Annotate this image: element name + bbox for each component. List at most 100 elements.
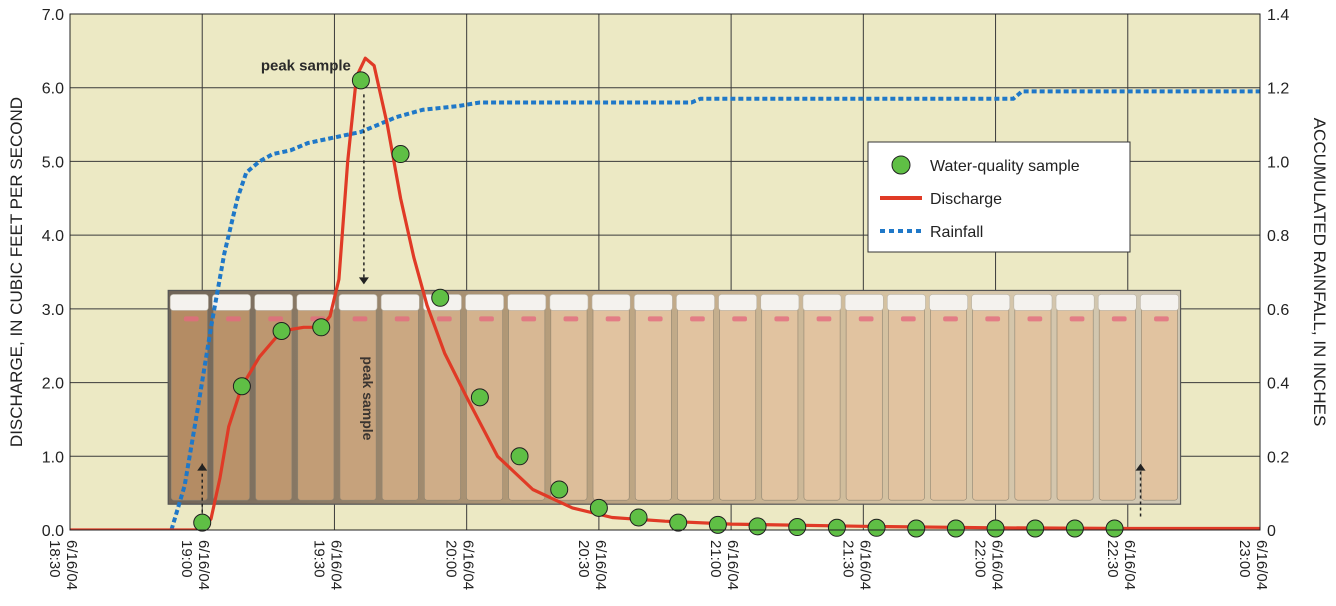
plot-frame <box>69 13 1261 531</box>
left-tick-label: 7.0 <box>42 7 64 24</box>
vial-label-mark <box>943 316 958 322</box>
right-tick-label: 0 <box>1267 523 1276 540</box>
vial-label-mark <box>605 316 621 322</box>
x-tick-time: 18:30 <box>46 540 63 578</box>
x-tick-date: 6/16/04 <box>989 540 1006 590</box>
left-tick-label: 1.0 <box>42 449 64 466</box>
vial-cap <box>760 294 800 311</box>
sample-marker <box>986 519 1005 538</box>
vial-cap <box>254 294 294 311</box>
right-tick-label: 0.4 <box>1267 376 1289 393</box>
vial-label-mark <box>1111 316 1127 322</box>
vial-cap <box>971 294 1011 311</box>
rainfall-line <box>169 89 1260 530</box>
vial-label-mark <box>858 316 874 322</box>
vial-cap <box>465 294 504 311</box>
sample-vial <box>381 304 419 501</box>
sample-vial <box>719 304 757 501</box>
sample-marker <box>232 377 251 396</box>
vial-cap <box>338 294 378 311</box>
left-tick-label: 3.0 <box>42 302 64 319</box>
x-tick-time: 19:30 <box>310 540 327 578</box>
legend-label-sample: Water-quality sample <box>930 158 1080 175</box>
sample-vial <box>803 304 841 501</box>
rainfall-layer <box>169 89 1260 530</box>
x-tick-time: 19:00 <box>178 540 195 578</box>
sample-vial <box>170 304 208 501</box>
legend: Water-quality sample Discharge Rainfall <box>867 141 1131 253</box>
sample-marker <box>431 288 450 307</box>
photo-peak-sample-label: peak sample <box>360 356 376 440</box>
left-tick-label: 5.0 <box>42 154 64 171</box>
sample-marker <box>708 515 727 534</box>
left-tick-label: 0.0 <box>42 523 64 540</box>
arrow-head <box>1135 463 1146 471</box>
sample-marker <box>470 388 489 407</box>
vial-label-mark <box>352 316 368 322</box>
sample-vial <box>972 304 1010 501</box>
sample-vial <box>845 304 883 501</box>
right-tick-label: 1.0 <box>1267 154 1289 171</box>
vial-label-mark <box>816 316 832 322</box>
vial-label-mark <box>1027 316 1043 322</box>
sample-vial <box>887 304 925 501</box>
legend-sample-marker <box>891 155 911 175</box>
vial-cap <box>169 294 209 311</box>
x-tick-date: 6/16/04 <box>856 540 873 590</box>
left-tick-label: 4.0 <box>42 228 64 245</box>
sample-marker <box>550 480 569 499</box>
vial-label-mark <box>1069 316 1085 322</box>
sample-vial <box>424 304 461 501</box>
vial-cap <box>718 294 758 311</box>
sample-vial <box>592 304 630 501</box>
vial-cap <box>1055 294 1095 311</box>
sample-marker <box>946 519 965 538</box>
vial-cap <box>549 294 589 311</box>
x-tick-time: 20:30 <box>575 540 592 578</box>
vial-label-mark <box>521 316 537 322</box>
sample-marker <box>510 447 529 466</box>
sample-marker <box>907 519 926 538</box>
vial-label-mark <box>732 316 747 322</box>
sample-marker <box>272 321 291 340</box>
sample-vial <box>761 304 799 501</box>
sample-marker <box>589 498 608 517</box>
right-tick-label: 0.8 <box>1267 228 1289 245</box>
x-tick-time: 22:30 <box>1104 540 1121 578</box>
vial-cap <box>212 294 251 311</box>
sample-marker <box>1026 519 1045 538</box>
vial-label-mark <box>394 316 410 322</box>
x-tick-date: 6/16/04 <box>592 540 609 590</box>
arrow-head <box>197 463 208 471</box>
sample-vial <box>213 304 250 501</box>
vial-cap <box>1097 294 1137 311</box>
right-axis-title: ACCUMULATED RAINFALL, IN INCHES <box>1310 118 1329 427</box>
vial-cap <box>886 294 926 311</box>
x-tick-date: 6/16/04 <box>63 540 80 590</box>
sample-vial <box>1141 304 1178 501</box>
sample-vial <box>1098 304 1136 501</box>
sample-marker <box>312 318 331 337</box>
vial-cap <box>676 294 715 311</box>
right-tick-label: 0.2 <box>1267 449 1289 466</box>
vial-cap <box>380 294 420 311</box>
vial-cap <box>802 294 842 311</box>
x-tick-time: 23:00 <box>1236 540 1253 578</box>
sample-marker <box>748 517 767 536</box>
vial-label-mark <box>436 316 452 322</box>
vial-row <box>169 294 1179 501</box>
vial-label-mark <box>985 316 1001 322</box>
x-tick-time: 22:00 <box>972 540 989 578</box>
left-axis-title: DISCHARGE, IN CUBIC FEET PER SECOND <box>7 97 26 447</box>
vial-cap <box>1013 294 1053 311</box>
